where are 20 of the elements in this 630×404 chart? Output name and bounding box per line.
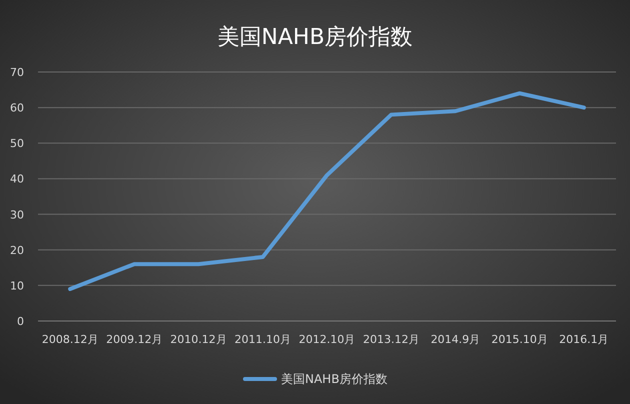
legend-label: 美国NAHB房价指数 [281, 372, 388, 386]
x-tick-label: 2014.9月 [430, 333, 480, 346]
y-tick-label: 0 [17, 315, 24, 328]
x-tick-label: 2009.12月 [106, 333, 163, 346]
x-tick-label: 2008.12月 [42, 333, 98, 346]
x-tick-label: 2012.10月 [298, 333, 356, 346]
chart-title: 美国NAHB房价指数 [217, 25, 413, 50]
x-tick-label: 2013.12月 [362, 333, 420, 346]
y-tick-label: 20 [10, 244, 24, 257]
y-tick-label: 30 [10, 208, 24, 222]
line-series [68, 91, 586, 291]
x-tick-label: 2011.10月 [234, 333, 292, 346]
x-tick-label: 2015.10月 [491, 333, 548, 346]
y-tick-label: 60 [10, 102, 24, 115]
y-tick-label: 40 [10, 172, 24, 186]
x-tick-label: 2010.12月 [170, 333, 227, 346]
y-tick-label: 10 [10, 279, 24, 292]
x-tick-label: 2016.1月 [559, 333, 609, 346]
y-tick-label: 50 [10, 137, 24, 150]
y-tick-label: 70 [10, 66, 24, 79]
